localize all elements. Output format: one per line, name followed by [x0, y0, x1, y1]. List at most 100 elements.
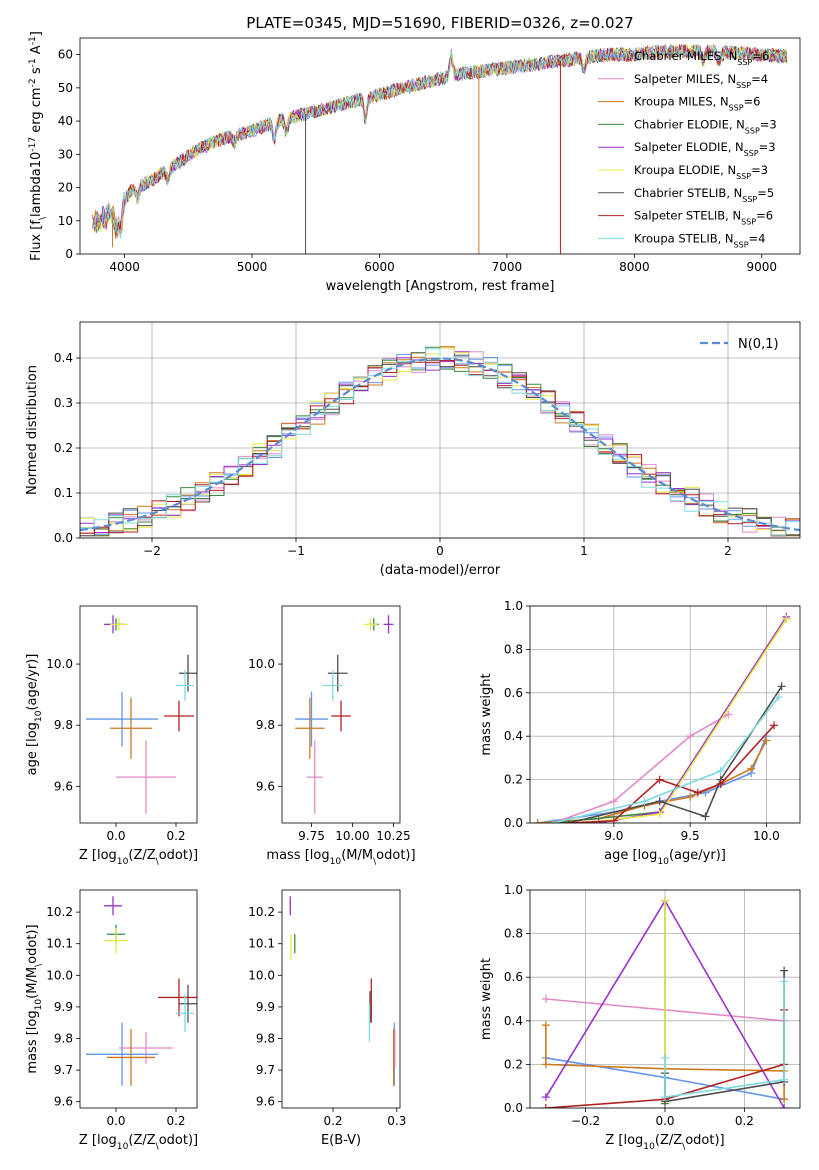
weight-marker-4 [541, 1093, 550, 1102]
y-tick-label: 9.8 [256, 1031, 275, 1045]
axes-frame [79, 321, 801, 539]
y-tick-label: 60 [58, 48, 73, 62]
weight-marker-7 [716, 779, 725, 788]
weight-marker-8 [661, 1093, 669, 1102]
y-tick-label: 0.8 [504, 927, 523, 941]
y-tick-label: 0.4 [504, 729, 523, 743]
weight-marker-8 [640, 797, 649, 806]
y-tick-label: 10.0 [46, 657, 73, 671]
spectrum-panel: 4000 5000 6000 7000 8000 9000 0 10 20 30 40 50 60 wav… [28, 31, 801, 294]
weight-marker-5 [661, 896, 669, 905]
y-axis-label: Normed distribution [25, 365, 40, 495]
weight-marker-5 [579, 819, 588, 823]
y-axis-label: mass weight [479, 673, 494, 755]
x-tick-label: 1 [580, 544, 588, 558]
y-tick-label: 0.2 [504, 1057, 523, 1071]
legend-label-1: Salpeter MILES, NSSP=4 [634, 72, 768, 90]
y-tick-label: 0 [65, 247, 73, 261]
y-tick-label: 9.7 [54, 1063, 73, 1077]
x-tick-label: 9.5 [681, 829, 700, 843]
x-tick-label: 0.2 [735, 1114, 754, 1128]
weight-marker-6 [780, 966, 789, 975]
y-tick-label: 40 [58, 114, 73, 128]
axes-frame [79, 605, 198, 824]
weight-vs-z-panel: −0.2 0.0 0.2 0.0 0.2 0.4 0.6 0.8 1.0 Z [log10(Z/Z… [479, 883, 801, 1152]
weight-marker-8 [548, 819, 557, 823]
weight-marker-1 [609, 797, 618, 806]
legend-label-3: Chabrier ELODIE, NSSP=3 [634, 117, 777, 135]
axes-frame [529, 889, 801, 1109]
x-tick-label: 9.0 [604, 829, 623, 843]
y-tick-label: 10.0 [46, 968, 73, 982]
weight-marker-5 [655, 810, 664, 819]
y-tick-label: 10.0 [248, 657, 275, 671]
y-axis-label: Flux [f\lambda10-17 erg cm-2 s-1 A-1] [28, 31, 48, 261]
axes-frame [79, 37, 801, 255]
y-tick-label: 0.3 [54, 396, 73, 410]
x-tick-label: 9000 [746, 260, 777, 274]
weight-marker-2 [747, 764, 756, 773]
x-tick-label: −0.2 [571, 1114, 600, 1128]
y-tick-label: 10.2 [46, 905, 73, 919]
normal-reference-curve [80, 357, 800, 532]
y-tick-label: 0.2 [54, 441, 73, 455]
weight-marker-1 [686, 732, 695, 741]
weight-marker-7 [693, 788, 702, 797]
legend-label-6: Chabrier STELIB, NSSP=5 [634, 186, 774, 204]
x-tick-label: −2 [143, 544, 161, 558]
y-tick-label: 9.8 [256, 718, 275, 732]
x-tick-label: 9.75 [298, 829, 325, 843]
mass-vs-z-panel: 0.0 0.2 9.6 9.7 9.8 9.9 10.0 10.1 10.2 Z [log10(Z… [25, 889, 198, 1152]
age-vs-z-panel: 0.0 0.2 9.6 9.8 10.0 Z [log10(Z/Z\odot)] age [… [25, 605, 198, 867]
x-tick-label: 10.25 [376, 829, 410, 843]
x-axis-label: age [log10(age/yr)] [604, 848, 726, 867]
weight-marker-8 [661, 1053, 669, 1062]
x-axis-label: E(B-V) [321, 1133, 361, 1148]
y-tick-label: 1.0 [504, 599, 523, 613]
weight-marker-7 [564, 819, 573, 823]
y-tick-label: 20 [58, 181, 73, 195]
y-tick-label: 0.0 [54, 531, 73, 545]
y-tick-label: 9.6 [54, 1095, 73, 1109]
weight-marker-6 [655, 797, 664, 806]
x-axis-label: Z [log10(Z/Z\odot)] [605, 1133, 724, 1152]
x-tick-label: 7000 [492, 260, 523, 274]
weight-marker-2 [533, 819, 542, 823]
weight-marker-4 [780, 1104, 789, 1108]
legend-label-7: Salpeter STELIB, NSSP=6 [634, 209, 773, 227]
y-tick-label: 0.0 [504, 816, 523, 830]
legend-label-5: Kroupa ELODIE, NSSP=3 [634, 163, 768, 181]
weight-marker-8 [780, 977, 789, 986]
spectrum-line-8 [92, 43, 788, 240]
weight-marker-2 [762, 736, 771, 745]
weight-marker-2 [541, 1021, 550, 1030]
weight-marker-8 [716, 766, 725, 775]
weight-marker-5 [782, 615, 791, 624]
axes-frame [79, 889, 198, 1109]
weight-marker-7 [770, 721, 779, 730]
weight-marker-1 [541, 995, 550, 1003]
legend-label-4: Salpeter ELODIE, NSSP=3 [634, 140, 776, 158]
residuals-panel: −2 −1 0 1 2 0.0 0.1 0.2 0.3 0.4 (data-model)/error… [25, 321, 801, 578]
age-vs-mass-panel: 9.75 10.00 10.25 9.6 9.8 10.0 mass [log10(M/M\… [248, 605, 416, 867]
axes-frame [281, 605, 401, 824]
legend-label-normal: N(0,1) [738, 337, 779, 352]
y-axis-label: mass [log10(M/M\odot)] [25, 924, 44, 1073]
y-tick-label: 0.2 [504, 773, 523, 787]
y-tick-label: 9.6 [54, 779, 73, 793]
x-tick-label: 0.2 [166, 829, 185, 843]
y-tick-label: 10.1 [46, 937, 73, 951]
mass-vs-ebv-panel: 0.2 0.3 9.6 9.7 9.8 9.9 10.0 10.1 10.2 E(B-V) [248, 889, 406, 1148]
y-tick-label: 9.8 [54, 718, 73, 732]
x-tick-label: 10.0 [753, 829, 780, 843]
x-axis-label: (data-model)/error [380, 563, 501, 578]
weight-marker-8 [774, 693, 783, 702]
x-axis-label: mass [log10(M/M\odot)] [266, 848, 415, 867]
x-tick-label: 8000 [619, 260, 650, 274]
x-axis-label: Z [log10(Z/Z\odot)] [79, 1133, 198, 1152]
weight-marker-7 [541, 1104, 550, 1108]
y-tick-label: 0.4 [504, 1014, 523, 1028]
weight-line-1 [552, 713, 729, 823]
y-tick-label: 10.0 [248, 968, 275, 982]
